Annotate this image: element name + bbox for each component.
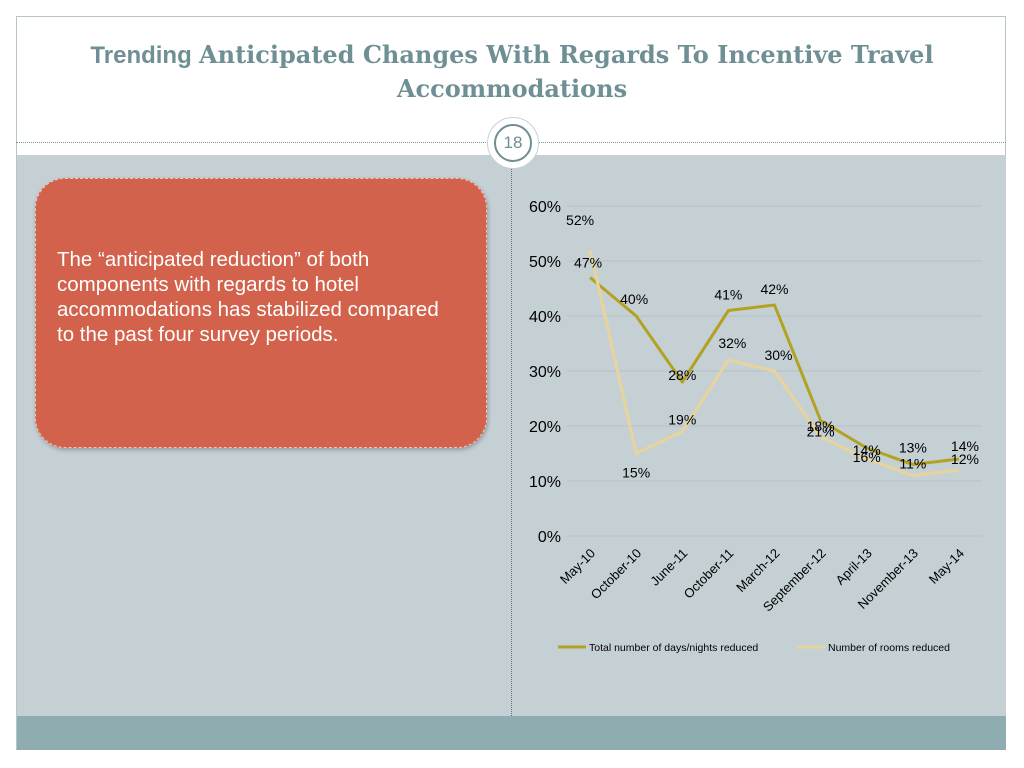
data-label: 14% <box>951 438 979 454</box>
x-tick-label: October-10 <box>588 546 645 603</box>
data-label: 32% <box>718 335 746 351</box>
data-label: 14% <box>853 442 881 458</box>
data-label: 12% <box>951 451 979 467</box>
series-line <box>588 249 960 477</box>
data-label: 19% <box>668 412 696 428</box>
page-number: 18 <box>494 124 532 162</box>
y-axis: 0% 10% 20% 30% 40% 50% 60% <box>529 199 561 546</box>
y-tick-label: 20% <box>529 419 561 436</box>
y-tick-label: 40% <box>529 309 561 326</box>
y-tick-label: 60% <box>529 199 561 216</box>
data-label: 13% <box>899 440 927 456</box>
data-label: 28% <box>668 367 696 383</box>
y-tick-label: 0% <box>538 529 561 546</box>
x-tick-label: October-11 <box>681 546 737 602</box>
data-label: 11% <box>899 456 926 472</box>
title-main: Anticipated Changes With Regards To Ince… <box>199 40 934 103</box>
callout-text: The “anticipated reduction” of both comp… <box>57 248 439 346</box>
data-label: 42% <box>760 281 788 297</box>
x-tick-label: May-14 <box>926 546 967 587</box>
data-label: 41% <box>714 287 742 303</box>
column-divider <box>511 155 512 716</box>
data-label: 52% <box>566 212 594 228</box>
data-label: 15% <box>622 465 650 481</box>
data-label: 47% <box>574 255 602 271</box>
slide-title: Trending Anticipated Changes With Regard… <box>16 38 1008 105</box>
chart-legend: Total number of days/nights reduced Numbe… <box>558 642 950 654</box>
data-label: 30% <box>764 347 792 363</box>
title-prefix: Trending <box>90 42 192 69</box>
footer-bar <box>17 716 1006 750</box>
legend-label: Total number of days/nights reduced <box>589 642 758 654</box>
legend-label: Number of rooms reduced <box>828 642 950 654</box>
data-label: 40% <box>620 291 648 307</box>
y-tick-label: 50% <box>529 254 561 271</box>
series-line <box>589 276 960 466</box>
data-label: 16% <box>853 449 881 465</box>
callout-box: The “anticipated reduction” of both comp… <box>35 178 487 448</box>
series-layer <box>588 249 960 477</box>
page-number-badge: 18 <box>487 117 539 169</box>
data-label: 21% <box>807 424 835 440</box>
x-tick-label: May-10 <box>557 546 598 587</box>
y-tick-label: 10% <box>529 474 561 491</box>
x-tick-label: June-11 <box>647 546 690 589</box>
data-label: 18% <box>807 418 835 434</box>
x-tick-label: April-13 <box>833 546 875 588</box>
y-tick-label: 30% <box>529 364 561 381</box>
grid-layer <box>567 205 982 537</box>
data-label-layer: 47% 40% 28% 41% 42% 21% 16% 13% 14% 52% 15% 19% 32% 3… <box>566 212 979 481</box>
